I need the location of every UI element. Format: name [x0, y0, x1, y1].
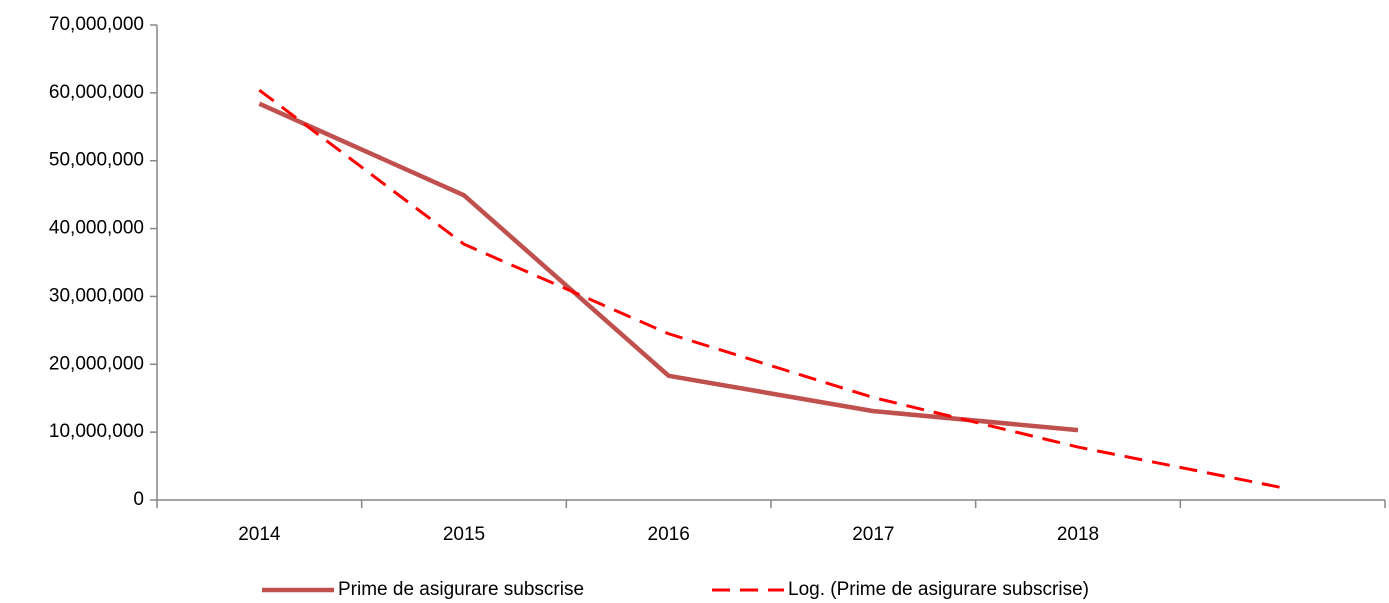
- x-tick-label: 2016: [648, 524, 690, 545]
- y-tick-label: 10,000,000: [49, 421, 144, 442]
- y-tick-label: 40,000,000: [49, 218, 144, 239]
- y-tick-label: 70,000,000: [49, 14, 144, 35]
- y-tick-label: 50,000,000: [49, 150, 144, 171]
- x-tick-label: 2014: [238, 524, 281, 545]
- y-tick-label: 20,000,000: [49, 353, 144, 374]
- x-tick-label: 2015: [443, 524, 485, 545]
- x-tick-label: 2018: [1057, 524, 1099, 545]
- series-line: [258, 88, 1283, 490]
- y-tick-label: 0: [133, 489, 144, 510]
- series-line: [258, 101, 1079, 433]
- legend-label: Log. (Prime de asigurare subscrise): [788, 579, 1089, 600]
- legend-label: Prime de asigurare subscrise: [338, 579, 584, 600]
- y-tick-label: 30,000,000: [49, 285, 144, 306]
- x-tick-label: 2017: [852, 524, 894, 545]
- y-tick-label: 60,000,000: [49, 82, 144, 103]
